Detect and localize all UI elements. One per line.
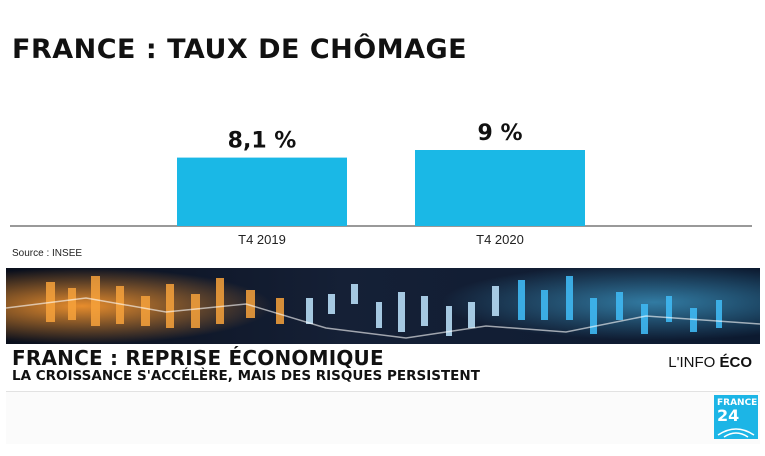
subheadline: LA CROISSANCE S'ACCÉLÈRE, MAIS DES RISQU…	[12, 368, 480, 384]
x-tick-label: T4 2020	[476, 232, 524, 247]
logo-line2: 24	[717, 406, 740, 425]
france24-logo: FRANCE 24	[714, 395, 758, 439]
program-label: L'INFO ÉCO	[668, 354, 752, 371]
program-bold: ÉCO	[719, 354, 752, 371]
bar-chart: 8,1 % T4 2019 9 % T4 2020	[10, 121, 752, 247]
bar-t4-2020	[415, 150, 585, 226]
headline: FRANCE : REPRISE ÉCONOMIQUE	[12, 346, 384, 370]
bars-group: 8,1 % T4 2019 9 % T4 2020	[177, 121, 585, 247]
x-tick-label: T4 2019	[238, 232, 286, 247]
ticker-band	[6, 391, 760, 444]
lower-third: FRANCE : REPRISE ÉCONOMIQUE LA CROISSANC…	[6, 344, 760, 388]
program-prefix: L'INFO	[668, 354, 716, 371]
source-note: Source : INSEE	[12, 248, 83, 259]
logo-wave-icon	[717, 428, 755, 438]
data-label: 8,1 %	[228, 129, 297, 154]
data-label: 9 %	[477, 121, 522, 146]
logo-line1: FRANCE	[717, 398, 758, 408]
bar-t4-2019	[177, 157, 347, 226]
chart-title: FRANCE : TAUX DE CHÔMAGE	[12, 34, 468, 65]
stock-chart-background-image	[6, 268, 760, 344]
